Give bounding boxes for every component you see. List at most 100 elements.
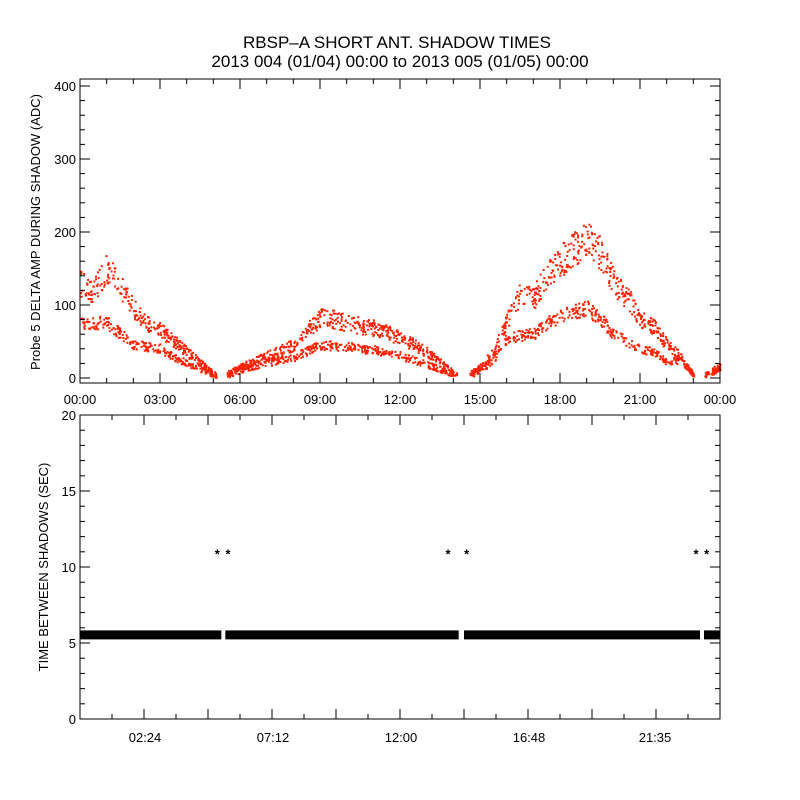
amplitude-point	[116, 288, 119, 291]
amplitude-point	[666, 339, 669, 342]
amplitude-point	[538, 324, 540, 327]
amplitude-point	[183, 350, 185, 352]
amplitude-point	[487, 363, 490, 366]
amplitude-point	[676, 348, 678, 351]
amplitude-point	[491, 363, 493, 366]
amplitude-point	[307, 347, 310, 350]
amplitude-point	[279, 349, 282, 352]
amplitude-point	[628, 310, 631, 313]
amplitude-point	[552, 315, 555, 318]
amplitude-point	[296, 344, 298, 347]
amplitude-point	[640, 316, 643, 319]
amplitude-point	[534, 330, 537, 333]
amplitude-point	[442, 368, 445, 371]
amplitude-point	[176, 336, 179, 339]
amplitude-point	[182, 352, 185, 354]
amplitude-point	[531, 296, 534, 299]
amplitude-point	[409, 341, 412, 344]
amplitude-point	[113, 270, 116, 273]
amplitude-point	[574, 231, 577, 234]
amplitude-point	[638, 345, 641, 348]
amplitude-point	[416, 363, 419, 366]
amplitude-point	[167, 336, 170, 339]
amplitude-point	[525, 328, 528, 331]
amplitude-point	[545, 321, 548, 324]
amplitude-point	[413, 345, 416, 348]
amplitude-point	[234, 368, 237, 371]
amplitude-point	[282, 352, 285, 355]
y-tick-label: 0	[69, 371, 76, 386]
amplitude-point	[95, 278, 98, 281]
amplitude-point	[517, 329, 520, 332]
amplitude-point	[103, 318, 106, 321]
amplitude-point	[177, 348, 180, 351]
amplitude-point	[536, 287, 539, 290]
amplitude-point	[385, 330, 388, 333]
amplitude-point	[305, 332, 308, 334]
amplitude-point	[174, 336, 177, 339]
amplitude-point	[379, 336, 382, 339]
amplitude-point	[254, 367, 257, 370]
amplitude-point	[328, 340, 331, 343]
amplitude-point	[253, 361, 256, 364]
amplitude-point	[396, 329, 399, 332]
amplitude-point	[93, 327, 95, 330]
amplitude-point	[603, 321, 606, 324]
amplitude-point	[111, 262, 114, 265]
amplitude-point	[604, 319, 607, 322]
amplitude-point	[198, 360, 201, 363]
amplitude-point	[643, 325, 646, 328]
amplitude-point	[533, 297, 536, 300]
amplitude-point	[409, 336, 412, 339]
amplitude-point	[108, 267, 111, 270]
amplitude-point	[366, 352, 369, 355]
amplitude-point	[296, 357, 299, 360]
amplitude-point	[518, 284, 521, 287]
amplitude-point	[419, 362, 422, 365]
amplitude-point	[596, 309, 598, 312]
amplitude-point	[312, 350, 315, 353]
amplitude-point	[482, 362, 485, 365]
amplitude-point	[456, 372, 458, 375]
amplitude-point	[560, 311, 563, 314]
amplitude-point	[340, 343, 343, 346]
amplitude-point	[516, 294, 519, 297]
amplitude-point	[310, 328, 313, 331]
amplitude-point	[174, 347, 177, 350]
amplitude-point	[126, 287, 129, 290]
amplitude-point	[674, 359, 677, 362]
amplitude-point	[182, 344, 185, 347]
amplitude-point	[280, 346, 283, 348]
amplitude-point	[566, 264, 569, 267]
amplitude-point	[244, 365, 247, 368]
amplitude-point	[587, 303, 590, 306]
amplitude-point	[574, 306, 577, 309]
amplitude-point	[251, 358, 254, 361]
amplitude-point	[397, 356, 400, 359]
amplitude-point	[388, 353, 391, 356]
amplitude-point	[252, 363, 255, 366]
amplitude-point	[613, 270, 616, 273]
amplitude-point	[143, 318, 146, 321]
amplitude-point	[488, 357, 490, 360]
amplitude-point	[450, 373, 453, 376]
amplitude-point	[255, 356, 258, 358]
amplitude-point	[417, 350, 420, 352]
amplitude-point	[204, 370, 207, 373]
amplitude-point	[577, 249, 580, 252]
amplitude-point	[125, 291, 128, 294]
amplitude-point	[316, 314, 319, 317]
amplitude-point	[524, 335, 527, 338]
amplitude-point	[631, 340, 633, 343]
amplitude-point	[532, 303, 534, 306]
amplitude-point	[611, 334, 614, 336]
amplitude-point	[573, 233, 576, 236]
amplitude-point	[116, 325, 119, 327]
amplitude-point	[323, 346, 325, 349]
amplitude-point	[521, 339, 524, 342]
amplitude-point	[91, 301, 94, 303]
amplitude-point	[333, 319, 336, 322]
amplitude-point	[501, 325, 504, 328]
amplitude-point	[577, 252, 580, 255]
amplitude-point	[144, 342, 147, 345]
